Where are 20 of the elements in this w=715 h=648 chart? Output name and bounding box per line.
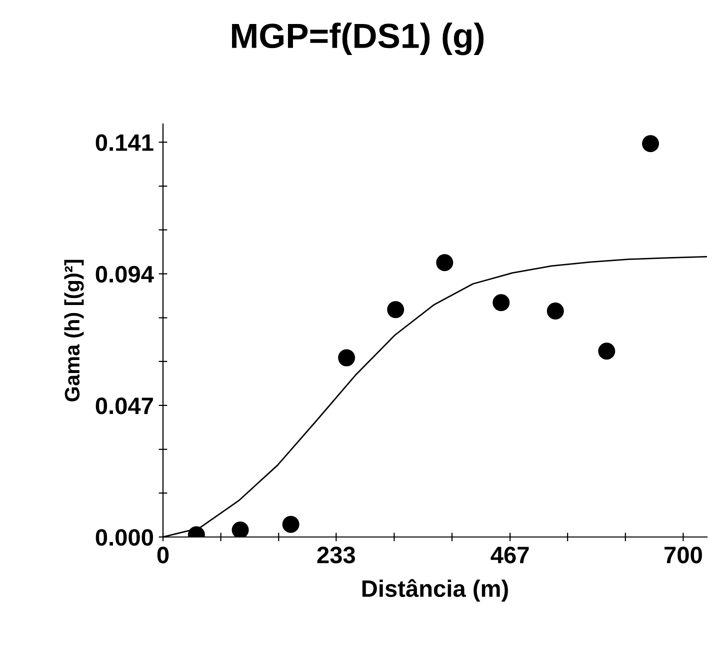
point bbox=[546, 302, 564, 320]
x-tick-label: 467 bbox=[490, 546, 529, 564]
point bbox=[436, 254, 454, 272]
point bbox=[642, 135, 660, 152]
point bbox=[492, 294, 510, 312]
point bbox=[282, 516, 300, 533]
point bbox=[338, 349, 356, 366]
y-tick-label: 0.141 bbox=[96, 134, 154, 151]
x-tick-label: 233 bbox=[317, 546, 356, 564]
y-tick-label: 0.000 bbox=[96, 529, 154, 546]
point bbox=[232, 521, 249, 537]
point bbox=[387, 301, 404, 318]
chart-title: MGP=f(DS1) (g) bbox=[232, 22, 484, 56]
y-tick-label: 0.094 bbox=[96, 266, 154, 283]
y-axis-title: Gama (h) [(g)²] bbox=[64, 260, 84, 402]
x-tick-label: 0 bbox=[157, 546, 169, 564]
x-axis-title: Distância (m) bbox=[362, 579, 508, 602]
x-tick-label: 700 bbox=[664, 546, 702, 564]
point bbox=[598, 342, 616, 360]
y-tick-label: 0.047 bbox=[96, 397, 153, 414]
